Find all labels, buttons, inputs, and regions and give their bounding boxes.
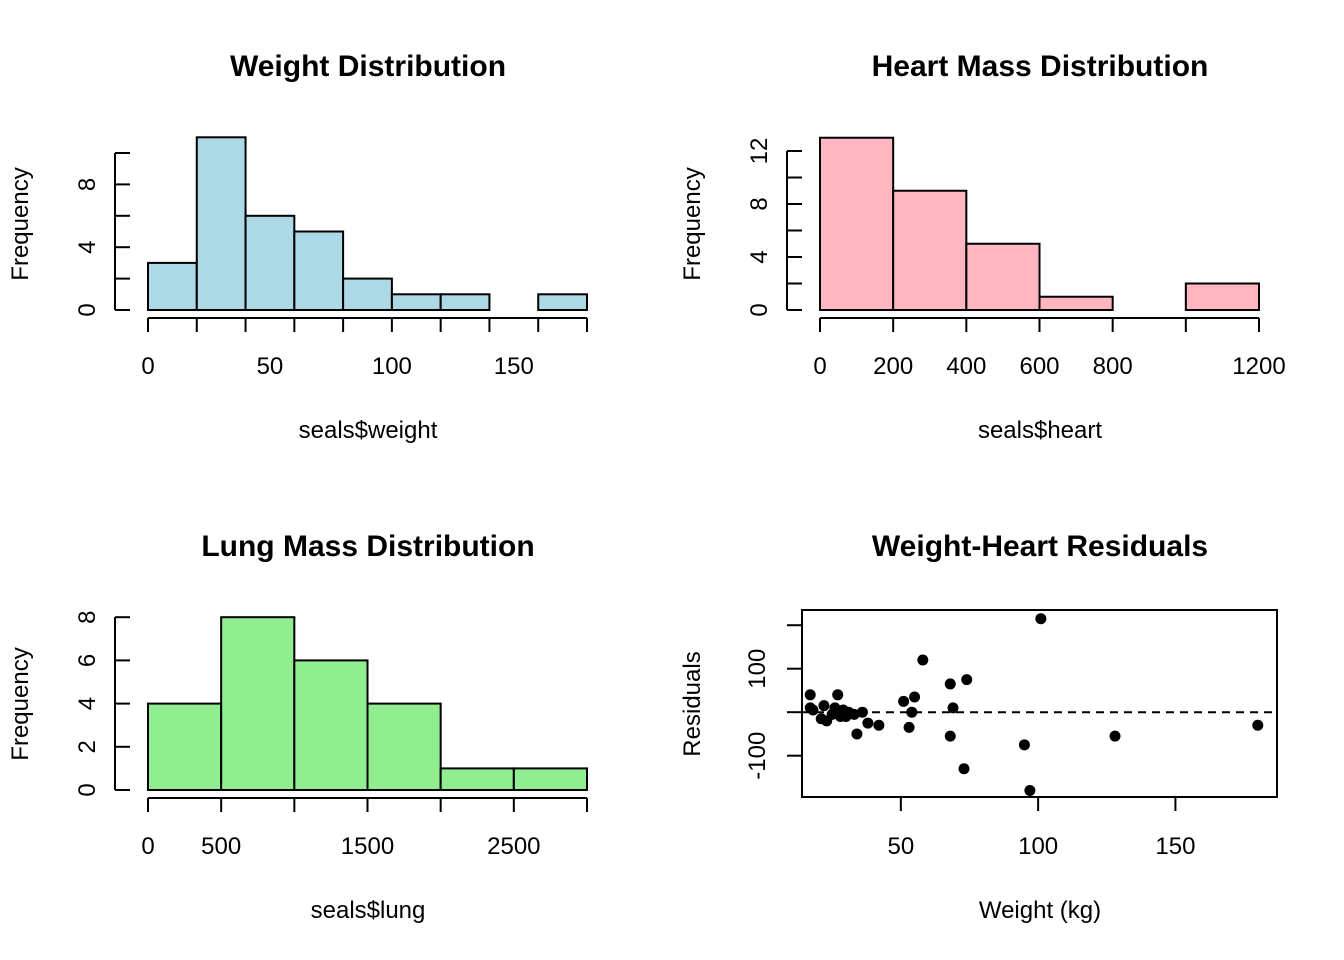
y-tick-label: 4 [746, 250, 773, 263]
residual-point [906, 706, 918, 718]
plot-marks: 0 200 400 600 800 1200 0 4 8 12 [746, 136, 1286, 380]
x-tick-label: 50 [887, 833, 914, 860]
residual-point [1024, 784, 1036, 796]
y-tick-label: 8 [74, 611, 101, 624]
plot-marks: 0 50 100 150 0 4 8 [74, 136, 589, 380]
residual-point [917, 654, 929, 666]
residual-point [848, 708, 860, 720]
residuals-scatter-panel: Weight-Heart Residuals Weight (kg) Resid… [679, 530, 1278, 924]
y-axis-label: Frequency [7, 167, 34, 280]
x-tick-label: 500 [201, 833, 241, 860]
y-tick-label: -100 [744, 732, 771, 780]
x-tick-label: 1500 [341, 833, 394, 860]
x-tick-label: 800 [1093, 353, 1133, 380]
weight-histogram-panel: Weight Distribution seals$weight Frequen… [7, 50, 589, 444]
plot-frame [801, 609, 1278, 798]
y-tick-label: 8 [746, 197, 773, 210]
x-tick-label: 50 [257, 353, 284, 380]
residual-point [944, 730, 956, 742]
y-tick-label: 2 [74, 740, 101, 753]
x-tick-label: 600 [1019, 353, 1059, 380]
y-axis-label: Frequency [7, 647, 34, 760]
histogram-bar [390, 293, 442, 311]
residual-point [1109, 730, 1121, 742]
histogram-bar [512, 767, 588, 792]
chart-title: Heart Mass Distribution [872, 50, 1209, 83]
plot-marks: 50 100 150 -100 100 [744, 609, 1278, 860]
y-tick-label: 0 [746, 303, 773, 316]
x-tick-label: 200 [873, 353, 913, 380]
x-tick-label: 2500 [487, 833, 540, 860]
y-tick-label: 4 [74, 697, 101, 710]
residual-point [818, 700, 830, 712]
x-tick-label: 100 [372, 353, 412, 380]
x-tick-label: 100 [1018, 833, 1058, 860]
residual-point [947, 702, 959, 714]
residual-point [958, 763, 970, 775]
residual-point [909, 691, 921, 703]
x-tick-label: 0 [813, 353, 826, 380]
residual-point [873, 719, 885, 731]
x-tick-label: 1200 [1232, 353, 1285, 380]
x-tick-label: 0 [141, 353, 154, 380]
histogram-bar [293, 659, 369, 792]
y-tick-label: 0 [74, 783, 101, 796]
x-axis-label: seals$weight [299, 417, 438, 444]
y-axis-label: Frequency [679, 167, 706, 280]
residual-point [804, 689, 816, 701]
residual-point [856, 706, 868, 718]
histogram-bar [147, 261, 198, 311]
y-tick-label: 100 [744, 649, 771, 689]
histogram-bar [220, 616, 296, 792]
residual-point [1035, 613, 1047, 625]
lung-histogram-panel: Lung Mass Distribution seals$lung Freque… [7, 530, 588, 924]
residual-point [1018, 739, 1030, 751]
histogram-bar [439, 293, 491, 311]
x-axis-label: seals$heart [978, 417, 1102, 444]
chart-title: Weight Distribution [230, 50, 506, 83]
histogram-bar [147, 702, 223, 791]
y-tick-label: 4 [74, 241, 101, 254]
chart-title: Weight-Heart Residuals [872, 530, 1208, 563]
x-tick-label: 150 [494, 353, 534, 380]
histogram-bar [439, 767, 515, 792]
plot-marks: 0 500 1500 2500 0 2 4 6 8 [74, 611, 588, 860]
residual-point [851, 728, 863, 740]
histogram-bar [819, 136, 895, 311]
y-tick-label: 12 [746, 138, 773, 165]
histogram-bar [892, 189, 968, 311]
histogram-bar [965, 242, 1041, 311]
histogram-bar [1184, 282, 1261, 311]
y-tick-label: 0 [74, 303, 101, 316]
chart-title: Lung Mass Distribution [201, 530, 534, 563]
residual-point [903, 721, 915, 733]
x-tick-label: 150 [1155, 833, 1195, 860]
residual-point [898, 695, 910, 707]
y-tick-label: 6 [74, 654, 101, 667]
residual-point [832, 689, 844, 701]
y-tick-label: 8 [74, 178, 101, 191]
y-axis-label: Residuals [679, 651, 706, 756]
histogram-bar [342, 277, 393, 312]
histogram-bar [195, 136, 247, 311]
x-tick-label: 400 [946, 353, 986, 380]
residual-point [961, 674, 973, 686]
histogram-bar [537, 293, 589, 311]
residual-point [862, 717, 874, 729]
histogram-bar [244, 214, 296, 311]
histogram-bar [366, 702, 442, 791]
x-axis-label: seals$lung [311, 897, 426, 924]
heart-histogram-panel: Heart Mass Distribution seals$heart Freq… [679, 50, 1286, 444]
histogram-bar [1038, 295, 1114, 311]
residual-point [1252, 719, 1264, 731]
x-tick-label: 0 [141, 833, 154, 860]
histogram-bar [293, 230, 345, 311]
residual-point [807, 704, 819, 716]
residual-point [944, 678, 956, 690]
x-axis-label: Weight (kg) [979, 897, 1101, 924]
